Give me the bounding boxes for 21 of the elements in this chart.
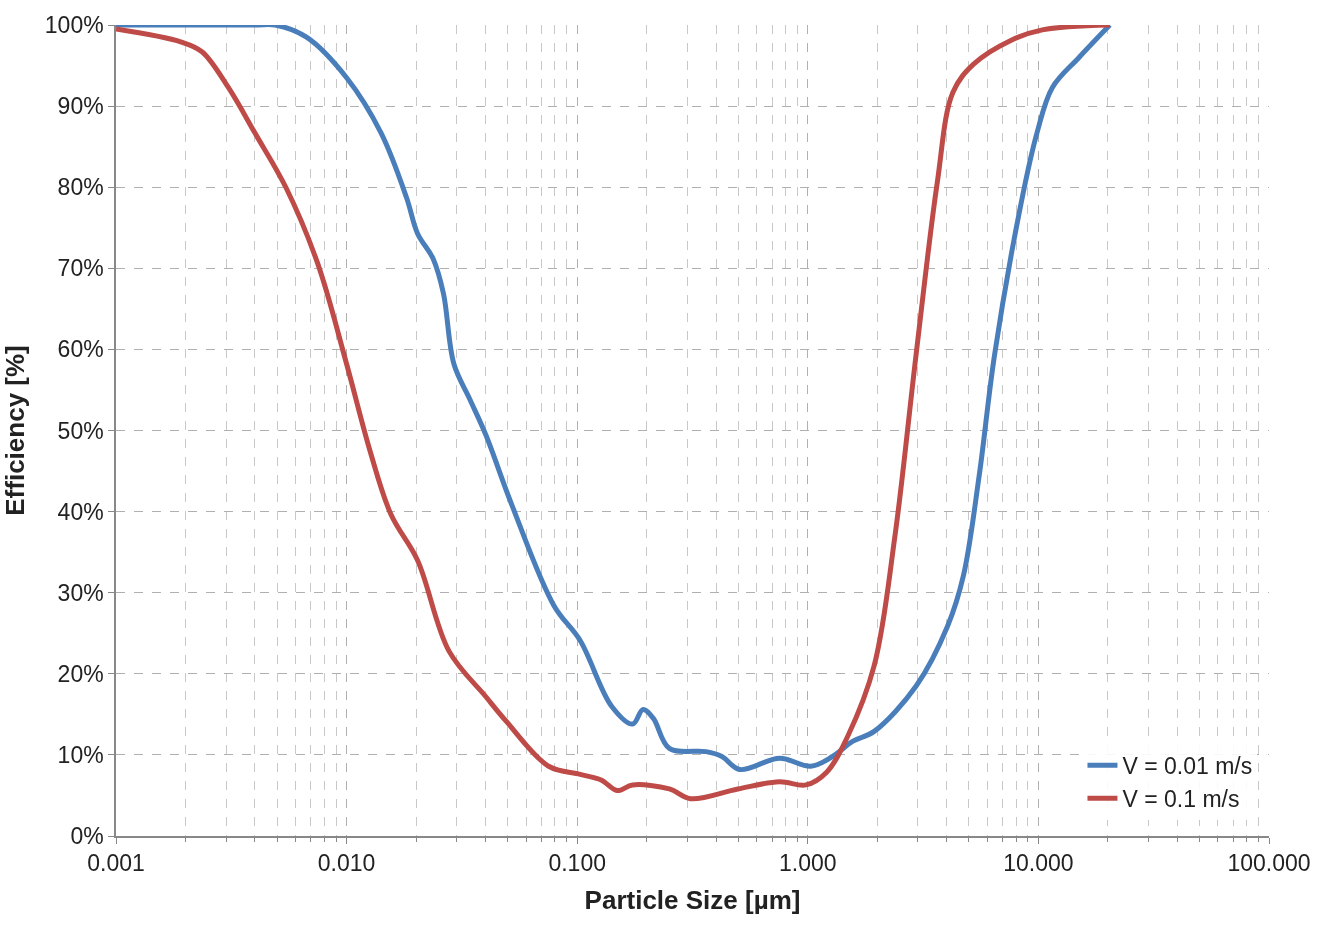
- x-tick-label: 1.000: [779, 850, 837, 877]
- y-tick-label: 0%: [70, 823, 104, 850]
- x-tick-label: 0.010: [317, 850, 376, 877]
- y-tick-label: 80%: [57, 174, 104, 201]
- y-tick-label: 30%: [57, 579, 104, 606]
- y-tick-label: 20%: [57, 660, 104, 687]
- x-tick-label: 0.100: [548, 850, 606, 877]
- x-axis-title: Particle Size [µm]: [584, 884, 801, 915]
- x-tick-label: 10.000: [1003, 850, 1074, 877]
- y-tick-label: 40%: [57, 498, 104, 525]
- x-tick-label: 100.000: [1227, 850, 1311, 877]
- y-axis-title: Efficiency [%]: [0, 345, 30, 516]
- x-tick-label: 0.001: [87, 850, 145, 877]
- legend-label: V = 0.01 m/s: [1122, 753, 1253, 780]
- y-tick-label: 50%: [57, 417, 104, 444]
- y-tick-label: 100%: [44, 12, 104, 39]
- y-tick-label: 60%: [57, 336, 104, 363]
- legend-label: V = 0.1 m/s: [1122, 786, 1240, 813]
- y-tick-label: 10%: [57, 741, 104, 768]
- y-tick-label: 70%: [57, 255, 104, 282]
- y-tick-label: 90%: [57, 93, 104, 120]
